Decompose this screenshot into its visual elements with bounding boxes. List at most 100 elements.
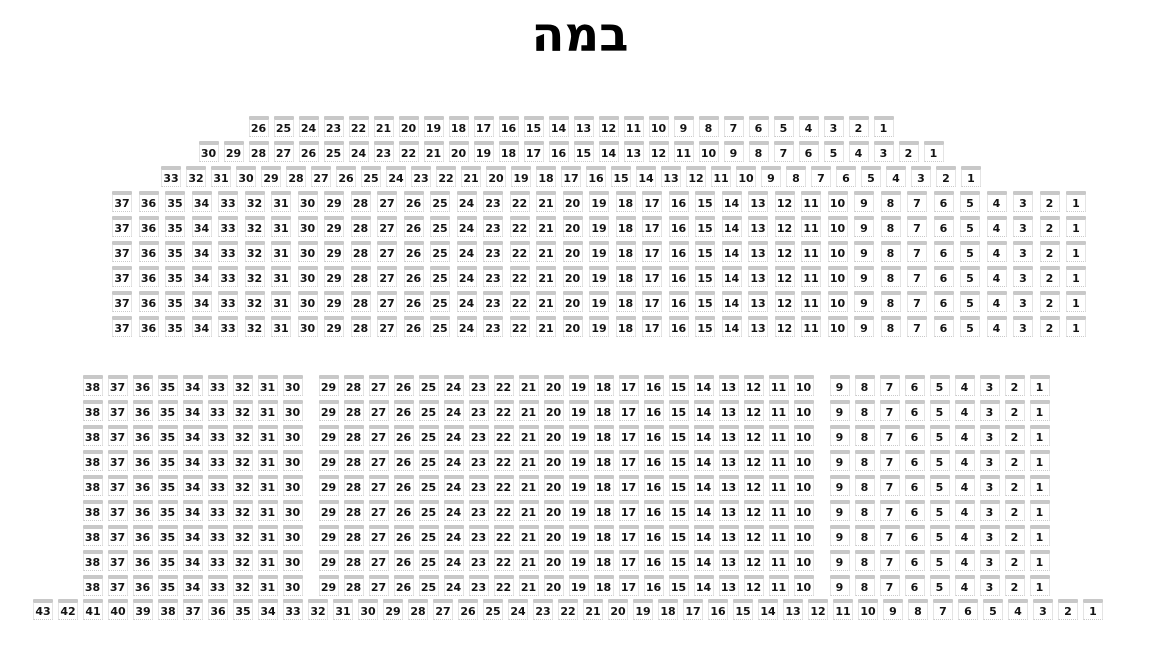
seat[interactable]: 5 <box>929 450 950 471</box>
seat[interactable]: 22 <box>493 450 514 471</box>
seat[interactable]: 9 <box>854 266 874 287</box>
seat[interactable]: 32 <box>232 525 253 546</box>
seat[interactable]: 18 <box>593 425 614 446</box>
seat[interactable]: 32 <box>232 550 253 571</box>
seat[interactable]: 22 <box>348 116 369 137</box>
seat[interactable]: 13 <box>748 316 768 337</box>
seat[interactable]: 36 <box>132 375 153 396</box>
seat[interactable]: 10 <box>793 525 814 546</box>
seat[interactable]: 18 <box>593 550 614 571</box>
seat[interactable]: 29 <box>324 266 344 287</box>
seat[interactable]: 18 <box>498 141 519 162</box>
seat[interactable]: 23 <box>468 375 489 396</box>
seat[interactable]: 2 <box>1004 375 1025 396</box>
seat[interactable]: 29 <box>318 375 339 396</box>
seat[interactable]: 5 <box>929 375 950 396</box>
seat[interactable]: 28 <box>343 525 364 546</box>
seat[interactable]: 7 <box>879 375 900 396</box>
seat[interactable]: 33 <box>218 216 238 237</box>
seat[interactable]: 4 <box>848 141 869 162</box>
seat[interactable]: 12 <box>743 550 764 571</box>
seat[interactable]: 15 <box>668 575 689 596</box>
seat[interactable]: 8 <box>854 425 875 446</box>
seat[interactable]: 12 <box>774 291 795 312</box>
seat[interactable]: 1 <box>1029 375 1050 396</box>
seat[interactable]: 22 <box>509 191 530 212</box>
seat[interactable]: 26 <box>403 241 424 262</box>
seat[interactable]: 17 <box>642 216 662 237</box>
seat[interactable]: 28 <box>343 375 364 396</box>
seat[interactable]: 17 <box>642 316 662 337</box>
seat[interactable]: 23 <box>323 116 344 137</box>
seat[interactable]: 6 <box>904 400 925 421</box>
seat[interactable]: 18 <box>593 475 614 496</box>
seat[interactable]: 21 <box>536 241 556 262</box>
seat[interactable]: 15 <box>695 216 715 237</box>
seat[interactable]: 17 <box>618 475 639 496</box>
seat[interactable]: 6 <box>933 316 954 337</box>
seat[interactable]: 27 <box>377 216 397 237</box>
seat[interactable]: 20 <box>398 116 419 137</box>
seat[interactable]: 31 <box>271 291 291 312</box>
seat[interactable]: 29 <box>383 599 403 620</box>
seat[interactable]: 14 <box>721 316 742 337</box>
seat[interactable]: 25 <box>418 425 439 446</box>
seat[interactable]: 24 <box>508 599 528 620</box>
seat[interactable]: 12 <box>743 500 764 521</box>
seat[interactable]: 33 <box>218 191 238 212</box>
seat[interactable]: 13 <box>718 450 739 471</box>
seat[interactable]: 15 <box>695 191 715 212</box>
seat[interactable]: 33 <box>207 475 228 496</box>
seat[interactable]: 29 <box>324 216 344 237</box>
seat[interactable]: 28 <box>343 575 364 596</box>
seat[interactable]: 26 <box>393 400 414 421</box>
seat[interactable]: 7 <box>879 475 900 496</box>
seat[interactable]: 34 <box>191 216 212 237</box>
seat[interactable]: 8 <box>748 141 769 162</box>
seat[interactable]: 26 <box>393 550 414 571</box>
seat[interactable]: 26 <box>403 216 424 237</box>
seat[interactable]: 5 <box>823 141 844 162</box>
seat[interactable]: 12 <box>808 599 828 620</box>
seat[interactable]: 11 <box>768 375 789 396</box>
seat[interactable]: 3 <box>1013 266 1033 287</box>
seat[interactable]: 1 <box>1066 191 1086 212</box>
seat[interactable]: 35 <box>157 525 178 546</box>
seat[interactable]: 2 <box>1039 316 1060 337</box>
seat[interactable]: 7 <box>773 141 794 162</box>
seat[interactable]: 3 <box>979 500 1000 521</box>
seat[interactable]: 32 <box>244 241 265 262</box>
seat[interactable]: 13 <box>661 166 681 187</box>
seat[interactable]: 30 <box>282 425 303 446</box>
seat[interactable]: 11 <box>768 500 789 521</box>
seat[interactable]: 9 <box>829 375 850 396</box>
seat[interactable]: 4 <box>954 500 975 521</box>
seat[interactable]: 10 <box>793 475 814 496</box>
seat[interactable]: 8 <box>786 166 806 187</box>
seat[interactable]: 36 <box>132 550 153 571</box>
seat[interactable]: 23 <box>373 141 394 162</box>
seat[interactable]: 1 <box>1029 525 1050 546</box>
seat[interactable]: 21 <box>536 291 556 312</box>
seat[interactable]: 7 <box>723 116 744 137</box>
seat[interactable]: 6 <box>798 141 819 162</box>
seat[interactable]: 31 <box>211 166 231 187</box>
seat[interactable]: 10 <box>793 575 814 596</box>
seat[interactable]: 18 <box>593 375 614 396</box>
seat[interactable]: 35 <box>157 400 178 421</box>
seat[interactable]: 26 <box>403 266 424 287</box>
seat[interactable]: 21 <box>536 191 556 212</box>
seat[interactable]: 22 <box>509 291 530 312</box>
seat[interactable]: 20 <box>608 599 628 620</box>
seat[interactable]: 30 <box>282 575 303 596</box>
seat[interactable]: 11 <box>768 575 789 596</box>
seat[interactable]: 37 <box>107 500 128 521</box>
seat[interactable]: 29 <box>318 425 339 446</box>
seat[interactable]: 29 <box>324 241 344 262</box>
seat[interactable]: 7 <box>907 241 927 262</box>
seat[interactable]: 9 <box>854 316 874 337</box>
seat[interactable]: 22 <box>509 316 530 337</box>
seat[interactable]: 3 <box>979 550 1000 571</box>
seat[interactable]: 26 <box>403 291 424 312</box>
seat[interactable]: 10 <box>648 116 669 137</box>
